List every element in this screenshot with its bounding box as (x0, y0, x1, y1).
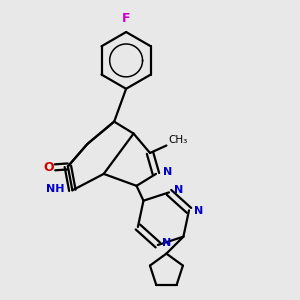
Text: CH₃: CH₃ (169, 135, 188, 145)
Text: O: O (44, 161, 54, 174)
Text: N: N (162, 238, 171, 248)
Text: N: N (163, 167, 172, 177)
Text: NH: NH (46, 184, 65, 194)
Text: N: N (174, 185, 184, 195)
Text: N: N (194, 206, 204, 216)
Text: F: F (122, 13, 130, 26)
